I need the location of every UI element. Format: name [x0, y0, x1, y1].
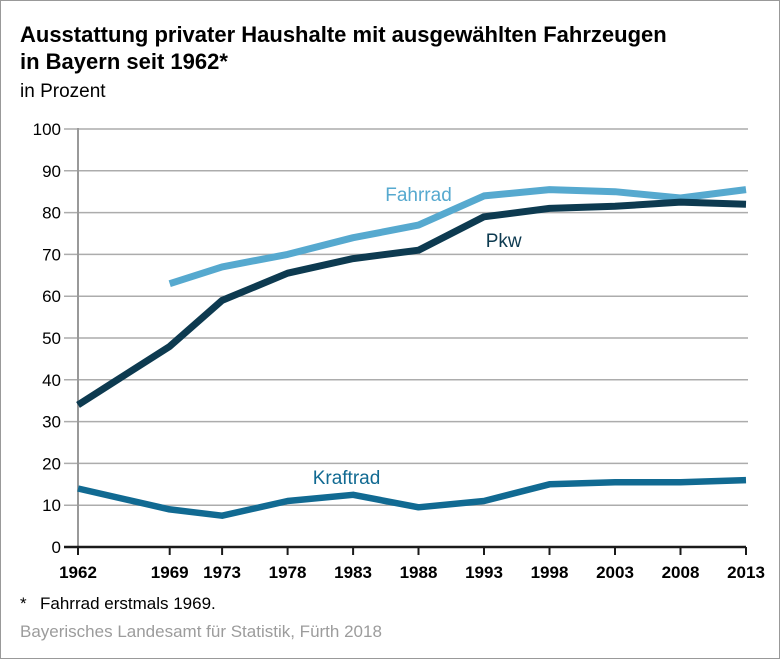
- x-tick-label-1962: 1962: [59, 563, 97, 582]
- x-tick-label-1998: 1998: [531, 563, 569, 582]
- x-tick-label-1993: 1993: [465, 563, 503, 582]
- chart-subtitle: in Prozent: [20, 81, 106, 102]
- series-line-kraftrad: [77, 476, 747, 519]
- series-label-pkw: Pkw: [486, 231, 522, 252]
- chart-title: Ausstattung privater Haushalte mit ausge…: [20, 21, 667, 75]
- footnote: * Fahrrad erstmals 1969.: [20, 594, 216, 614]
- series-label-kraftrad: Kraftrad: [313, 468, 381, 489]
- y-tick-label-90: 90: [42, 162, 61, 181]
- title-line-1: Ausstattung privater Haushalte mit ausge…: [20, 22, 667, 47]
- x-tick-label-2008: 2008: [662, 563, 700, 582]
- y-tick-label-60: 60: [42, 287, 61, 306]
- x-tick-label-2003: 2003: [596, 563, 634, 582]
- y-tick-label-30: 30: [42, 413, 61, 432]
- footnote-text: Fahrrad erstmals 1969.: [40, 594, 216, 613]
- series-label-fahrrad: Fahrrad: [385, 185, 452, 206]
- x-tick-label-1973: 1973: [203, 563, 241, 582]
- series-line-fahrrad: [168, 186, 747, 288]
- x-tick-label-1969: 1969: [151, 563, 189, 582]
- y-tick-label-100: 100: [33, 120, 61, 139]
- y-tick-label-70: 70: [42, 245, 61, 264]
- y-tick-label-40: 40: [42, 371, 61, 390]
- x-tick-label-1988: 1988: [400, 563, 438, 582]
- y-tick-label-50: 50: [42, 329, 61, 348]
- x-tick-label-1978: 1978: [269, 563, 307, 582]
- title-line-2: in Bayern seit 1962*: [20, 49, 228, 74]
- footnote-marker: *: [20, 594, 27, 613]
- x-tick-label-2013: 2013: [727, 563, 765, 582]
- y-tick-label-20: 20: [42, 454, 61, 473]
- series-line-pkw: [76, 198, 747, 408]
- y-tick-label-10: 10: [42, 496, 61, 515]
- source-note: Bayerisches Landesamt für Statistik, Für…: [20, 622, 382, 641]
- x-tick-label-1983: 1983: [334, 563, 372, 582]
- y-tick-label-0: 0: [52, 538, 61, 557]
- y-tick-label-80: 80: [42, 204, 61, 223]
